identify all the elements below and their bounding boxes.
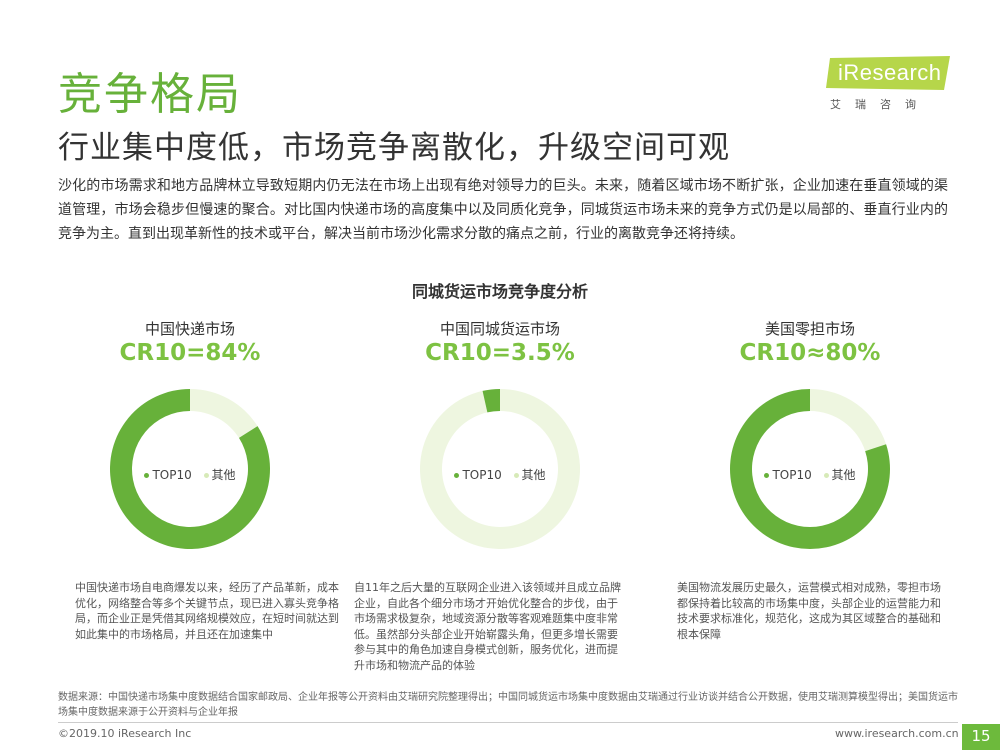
panel-name: 中国快递市场	[144, 320, 235, 338]
market-note-china-intracity: 自11年之后大量的互联网企业进入该领域并且成立品牌企业，自此各个细分市场才开始优…	[354, 581, 621, 672]
legend-item-others: 其他	[203, 466, 236, 483]
legend-dot-others	[513, 473, 519, 478]
legend-label: 其他	[521, 468, 546, 482]
slice-top10	[482, 389, 500, 413]
chart-panel-china-intracity: 中国同城货运市场 CR10=3.5% TOP10 其他	[370, 318, 630, 588]
chart-panel-china-express: 中国快递市场 CR10=84% TOP10 其他	[60, 318, 320, 588]
chart-legend: TOP10 其他	[680, 466, 940, 483]
cr10-value: CR10≈80%	[739, 340, 881, 366]
section-title: 竞争格局	[58, 69, 242, 120]
panel-name: 中国同城货运市场	[439, 320, 560, 338]
slice-others	[810, 389, 887, 452]
slice-others	[190, 389, 258, 438]
legend-item-top10: TOP10	[144, 468, 192, 482]
cr10-value: CR10=84%	[119, 340, 261, 366]
legend-label: TOP10	[772, 468, 812, 482]
footer-divider	[58, 722, 958, 723]
legend-dot-top10	[764, 473, 770, 478]
page-number-tab	[962, 724, 1000, 750]
iresearch-logo: iResearch 艾瑞咨询	[826, 56, 956, 114]
legend-label: 其他	[211, 468, 236, 482]
logo-wordmark: iResearch	[838, 60, 942, 85]
website-link[interactable]: www.iresearch.com.cn	[835, 727, 959, 740]
chart-legend: TOP10 其他	[370, 466, 630, 483]
legend-item-top10: TOP10	[764, 468, 812, 482]
copyright: ©2019.10 iResearch Inc	[58, 727, 192, 740]
legend-dot-top10	[144, 473, 150, 478]
market-note-china-express: 中国快递市场自电商爆发以来，经历了产品革新，成本优化，网络整合等多个关键节点，现…	[75, 581, 339, 641]
chart-legend: TOP10 其他	[60, 466, 320, 483]
logo-badge-shape	[826, 56, 950, 90]
page-number: 15	[971, 727, 991, 745]
chart-title: 同城货运市场竞争度分析	[411, 282, 588, 301]
legend-label: 其他	[831, 468, 856, 482]
legend-dot-others	[203, 473, 209, 478]
legend-dot-top10	[454, 473, 460, 478]
legend-item-others: 其他	[513, 466, 546, 483]
logo-cn-name: 艾瑞咨询	[830, 98, 930, 111]
donut-chart	[420, 389, 580, 549]
chart-panel-us-ltl: 美国零担市场 CR10≈80% TOP10 其他	[680, 318, 940, 588]
data-source-note: 数据来源：中国快递市场集中度数据结合国家邮政局、企业年报等公开资料由艾瑞研究院整…	[58, 692, 958, 718]
intro-paragraph: 沙化的市场需求和地方品牌林立导致短期内仍无法在市场上出现有绝对领导力的巨头。未来…	[58, 178, 948, 242]
legend-label: TOP10	[152, 468, 192, 482]
legend-dot-others	[823, 473, 829, 478]
market-note-us-ltl: 美国物流发展历史最久，运营模式相对成熟，零担市场都保持着比较高的市场集中度，头部…	[677, 581, 941, 641]
donut-chart	[730, 389, 890, 549]
legend-item-others: 其他	[823, 466, 856, 483]
legend-item-top10: TOP10	[454, 468, 502, 482]
donut-chart	[110, 389, 270, 549]
panel-name: 美国零担市场	[764, 320, 855, 338]
page-subtitle: 行业集中度低，市场竞争离散化，升级空间可观	[58, 130, 730, 166]
legend-label: TOP10	[462, 468, 502, 482]
cr10-value: CR10=3.5%	[425, 340, 575, 366]
